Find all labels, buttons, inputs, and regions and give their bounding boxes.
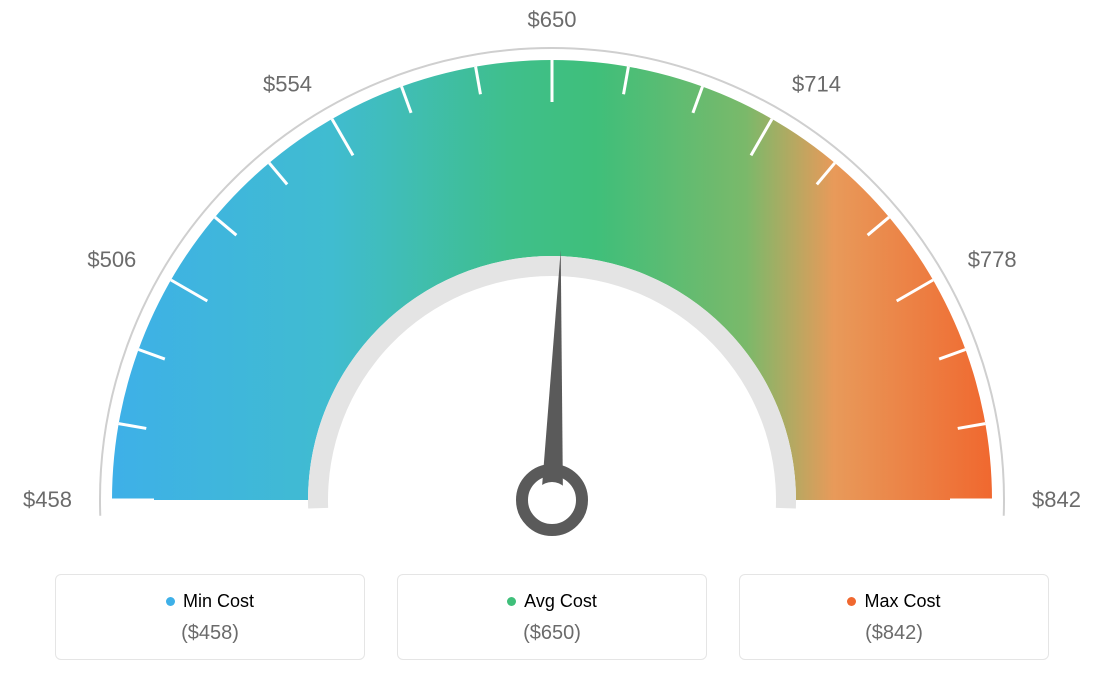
legend-label: Min Cost — [183, 591, 254, 612]
legend-label: Avg Cost — [524, 591, 597, 612]
legend-title-max: Max Cost — [847, 591, 940, 612]
svg-text:$458: $458 — [23, 487, 72, 512]
svg-text:$778: $778 — [968, 247, 1017, 272]
svg-text:$554: $554 — [263, 71, 312, 96]
legend-label: Max Cost — [864, 591, 940, 612]
legend-value: ($650) — [408, 622, 696, 645]
svg-text:$650: $650 — [528, 7, 577, 32]
dot-icon — [847, 597, 856, 606]
legend-card-max: Max Cost ($842) — [739, 574, 1049, 660]
legend-card-min: Min Cost ($458) — [55, 574, 365, 660]
legend-value: ($842) — [750, 622, 1038, 645]
dot-icon — [507, 597, 516, 606]
gauge-area: $458 $506 $554 $650 $714 $778 $842 — [0, 0, 1104, 560]
gauge-svg: $458 $506 $554 $650 $714 $778 $842 — [0, 0, 1104, 560]
legend-row: Min Cost ($458) Avg Cost ($650) Max Cost… — [0, 574, 1104, 660]
legend-card-avg: Avg Cost ($650) — [397, 574, 707, 660]
legend-value: ($458) — [66, 622, 354, 645]
svg-text:$506: $506 — [87, 247, 136, 272]
legend-title-avg: Avg Cost — [507, 591, 597, 612]
dot-icon — [166, 597, 175, 606]
cost-gauge-chart: $458 $506 $554 $650 $714 $778 $842 Min Cost ($… — [0, 0, 1104, 690]
svg-text:$842: $842 — [1032, 487, 1081, 512]
legend-title-min: Min Cost — [166, 591, 254, 612]
svg-text:$714: $714 — [792, 71, 841, 96]
